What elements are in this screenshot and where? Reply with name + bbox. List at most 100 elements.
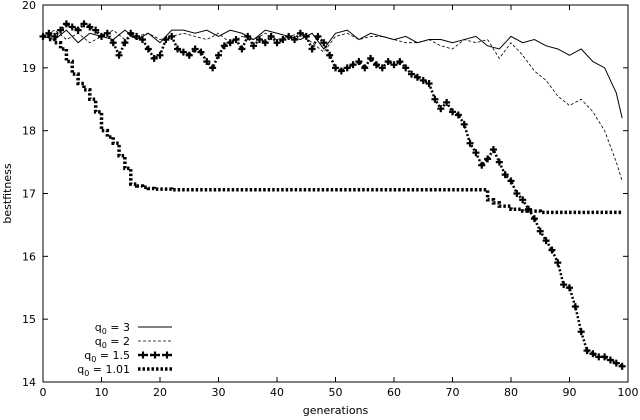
data-point xyxy=(179,48,187,56)
data-point xyxy=(355,58,363,66)
data-point xyxy=(431,95,439,103)
data-point xyxy=(191,45,199,53)
data-point xyxy=(443,98,451,106)
data-point xyxy=(308,45,316,53)
data-point xyxy=(396,58,404,66)
data-point xyxy=(437,105,445,113)
data-point xyxy=(618,362,626,370)
data-point xyxy=(349,61,357,69)
y-axis-label: bestfitness xyxy=(1,163,14,224)
x-tick-label: 60 xyxy=(387,386,401,399)
data-point xyxy=(560,281,568,289)
data-point xyxy=(226,39,234,47)
data-point xyxy=(162,36,170,44)
data-point xyxy=(343,64,351,72)
data-point xyxy=(62,20,70,28)
x-tick-label: 40 xyxy=(270,386,284,399)
data-point xyxy=(302,32,310,40)
data-point xyxy=(466,139,474,147)
series-line-2 xyxy=(42,29,623,182)
data-point xyxy=(612,359,620,367)
legend-marker xyxy=(139,351,147,359)
data-point xyxy=(68,23,76,31)
data-point xyxy=(566,284,573,292)
data-point xyxy=(74,26,82,34)
data-point xyxy=(103,29,111,37)
data-point xyxy=(489,146,497,154)
data-point xyxy=(507,177,515,185)
legend-label: q0 = 1.5 xyxy=(84,349,130,364)
data-point xyxy=(478,161,486,169)
data-point xyxy=(133,32,141,40)
series-line-3 xyxy=(42,22,623,368)
data-point xyxy=(314,32,322,40)
data-point xyxy=(501,171,509,179)
x-axis-label: generations xyxy=(303,404,369,417)
y-tick-label: 15 xyxy=(22,313,36,326)
data-point xyxy=(185,51,193,59)
data-point xyxy=(326,51,334,59)
data-point xyxy=(121,39,129,47)
y-tick-label: 17 xyxy=(22,188,36,201)
y-tick-label: 16 xyxy=(22,250,36,263)
data-point xyxy=(244,32,252,40)
data-point xyxy=(554,259,562,267)
x-tick-label: 70 xyxy=(446,386,460,399)
data-point xyxy=(402,64,410,72)
data-point xyxy=(425,80,433,88)
data-point xyxy=(367,54,375,62)
data-point xyxy=(472,149,480,157)
data-point xyxy=(419,76,427,84)
legend-marker xyxy=(163,351,171,359)
x-tick-label: 50 xyxy=(329,386,343,399)
data-point xyxy=(215,51,222,59)
data-point xyxy=(595,353,603,361)
data-point xyxy=(238,45,246,53)
data-point xyxy=(285,32,293,40)
data-point xyxy=(606,356,614,364)
x-tick-label: 10 xyxy=(95,386,109,399)
series-line-4 xyxy=(43,34,623,215)
data-point xyxy=(197,48,205,56)
data-point xyxy=(583,347,591,355)
data-point xyxy=(536,227,544,235)
data-point xyxy=(390,61,398,69)
data-point xyxy=(601,353,609,361)
x-tick-label: 90 xyxy=(563,386,577,399)
data-point xyxy=(320,39,328,47)
x-tick-label: 80 xyxy=(504,386,518,399)
data-point xyxy=(372,61,380,69)
data-point xyxy=(156,51,164,59)
x-tick-label: 30 xyxy=(212,386,226,399)
data-point xyxy=(279,36,287,44)
data-point xyxy=(571,303,579,311)
data-point xyxy=(449,108,456,116)
data-point xyxy=(98,32,105,40)
data-point xyxy=(250,42,258,50)
data-point xyxy=(413,73,421,81)
data-point xyxy=(332,64,339,72)
y-tick-label: 14 xyxy=(22,376,36,389)
data-point xyxy=(232,36,240,44)
legend-marker xyxy=(151,351,159,359)
y-tick-label: 18 xyxy=(22,125,36,138)
data-point xyxy=(495,158,503,166)
data-point xyxy=(138,36,146,44)
data-point xyxy=(361,64,369,72)
data-point xyxy=(460,120,468,128)
data-point xyxy=(408,70,416,78)
data-point xyxy=(525,205,533,213)
data-point xyxy=(577,328,585,336)
data-point xyxy=(127,29,135,37)
data-point xyxy=(337,67,345,75)
data-point xyxy=(519,196,527,204)
data-point xyxy=(261,39,269,47)
data-point xyxy=(92,26,100,34)
legend-label: q0 = 1.01 xyxy=(77,363,130,378)
data-point xyxy=(209,64,217,72)
data-point xyxy=(174,45,182,53)
data-point xyxy=(150,54,158,62)
data-point xyxy=(86,23,94,31)
data-point xyxy=(378,64,386,72)
